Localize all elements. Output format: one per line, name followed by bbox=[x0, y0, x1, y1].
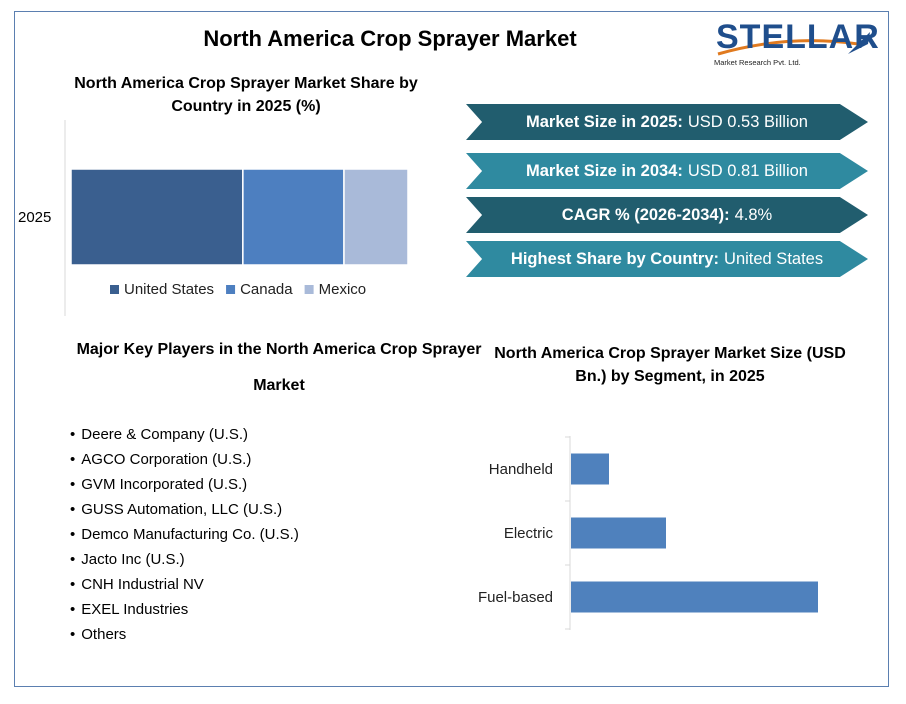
list-item: CNH Industrial NV bbox=[70, 572, 299, 597]
logo-tagline: Market Research Pvt. Ltd. bbox=[714, 58, 801, 67]
stat-banner-value: USD 0.81 Billion bbox=[687, 161, 808, 180]
legend-label: United States bbox=[124, 281, 214, 298]
segment-bar-handheld bbox=[571, 453, 609, 485]
segment-chart-title: North America Crop Sprayer Market Size (… bbox=[494, 345, 846, 385]
share-category-label: 2025 bbox=[18, 209, 51, 226]
share-bar-united-states bbox=[70, 168, 244, 266]
list-item: Jacto Inc (U.S.) bbox=[70, 547, 299, 572]
logo-brand: STELLAR bbox=[716, 18, 880, 56]
list-item: AGCO Corporation (U.S.) bbox=[70, 447, 299, 472]
list-item: Deere & Company (U.S.) bbox=[70, 422, 299, 447]
infographic-frame bbox=[14, 11, 889, 687]
players-title: Major Key Players in the North America C… bbox=[76, 341, 482, 394]
stat-banner-value: United States bbox=[724, 249, 824, 268]
share-bar-mexico bbox=[343, 168, 409, 266]
segment-category-label: Electric bbox=[504, 525, 554, 542]
legend-swatch bbox=[304, 285, 314, 294]
stat-banner-value: 4.8% bbox=[734, 205, 773, 224]
segment-bar-fuel-based bbox=[571, 581, 818, 613]
stellar-logo: STELLAR Market Research Pvt. Ltd. bbox=[708, 14, 880, 72]
list-item: GVM Incorporated (U.S.) bbox=[70, 472, 299, 497]
page-title: North America Crop Sprayer Market bbox=[203, 26, 577, 51]
segment-category-label: Fuel-based bbox=[478, 589, 553, 606]
list-item: Demco Manufacturing Co. (U.S.) bbox=[70, 522, 299, 547]
share-chart-title: North America Crop Sprayer Market Share … bbox=[74, 75, 418, 115]
segment-bar-electric bbox=[571, 517, 666, 549]
stat-banner-value: USD 0.53 Billion bbox=[687, 112, 808, 131]
stat-banner-label: Market Size in 2025: bbox=[526, 112, 683, 131]
stat-banner-label: Market Size in 2034: bbox=[526, 161, 683, 180]
stat-banner: Market Size in 2034: USD 0.81 Billion bbox=[466, 153, 868, 189]
list-item: GUSS Automation, LLC (U.S.) bbox=[70, 497, 299, 522]
legend-label: Canada bbox=[240, 281, 293, 298]
segment-category-label: Handheld bbox=[489, 461, 553, 478]
legend-swatch bbox=[226, 285, 236, 294]
stat-banner-label: Highest Share by Country: bbox=[510, 249, 720, 268]
segment-chart: Handheld Electric Fuel-based bbox=[478, 436, 818, 630]
logo-swoosh-icon bbox=[717, 32, 870, 56]
stat-banner: Market Size in 2025: USD 0.53 Billion bbox=[466, 104, 868, 140]
share-bar-canada bbox=[242, 168, 345, 266]
stat-banner-label: CAGR % (2026-2034): bbox=[561, 205, 730, 224]
legend-label: Mexico bbox=[319, 281, 367, 298]
legend-swatch bbox=[110, 285, 119, 294]
stat-banner: Highest Share by Country: United States bbox=[466, 241, 868, 277]
players-list: Deere & Company (U.S.)AGCO Corporation (… bbox=[70, 422, 299, 647]
share-chart: 2025 United States Canada Mexico bbox=[18, 120, 409, 316]
stat-banner: CAGR % (2026-2034): 4.8% bbox=[466, 197, 868, 233]
list-item: Others bbox=[70, 622, 299, 647]
list-item: EXEL Industries bbox=[70, 597, 299, 622]
